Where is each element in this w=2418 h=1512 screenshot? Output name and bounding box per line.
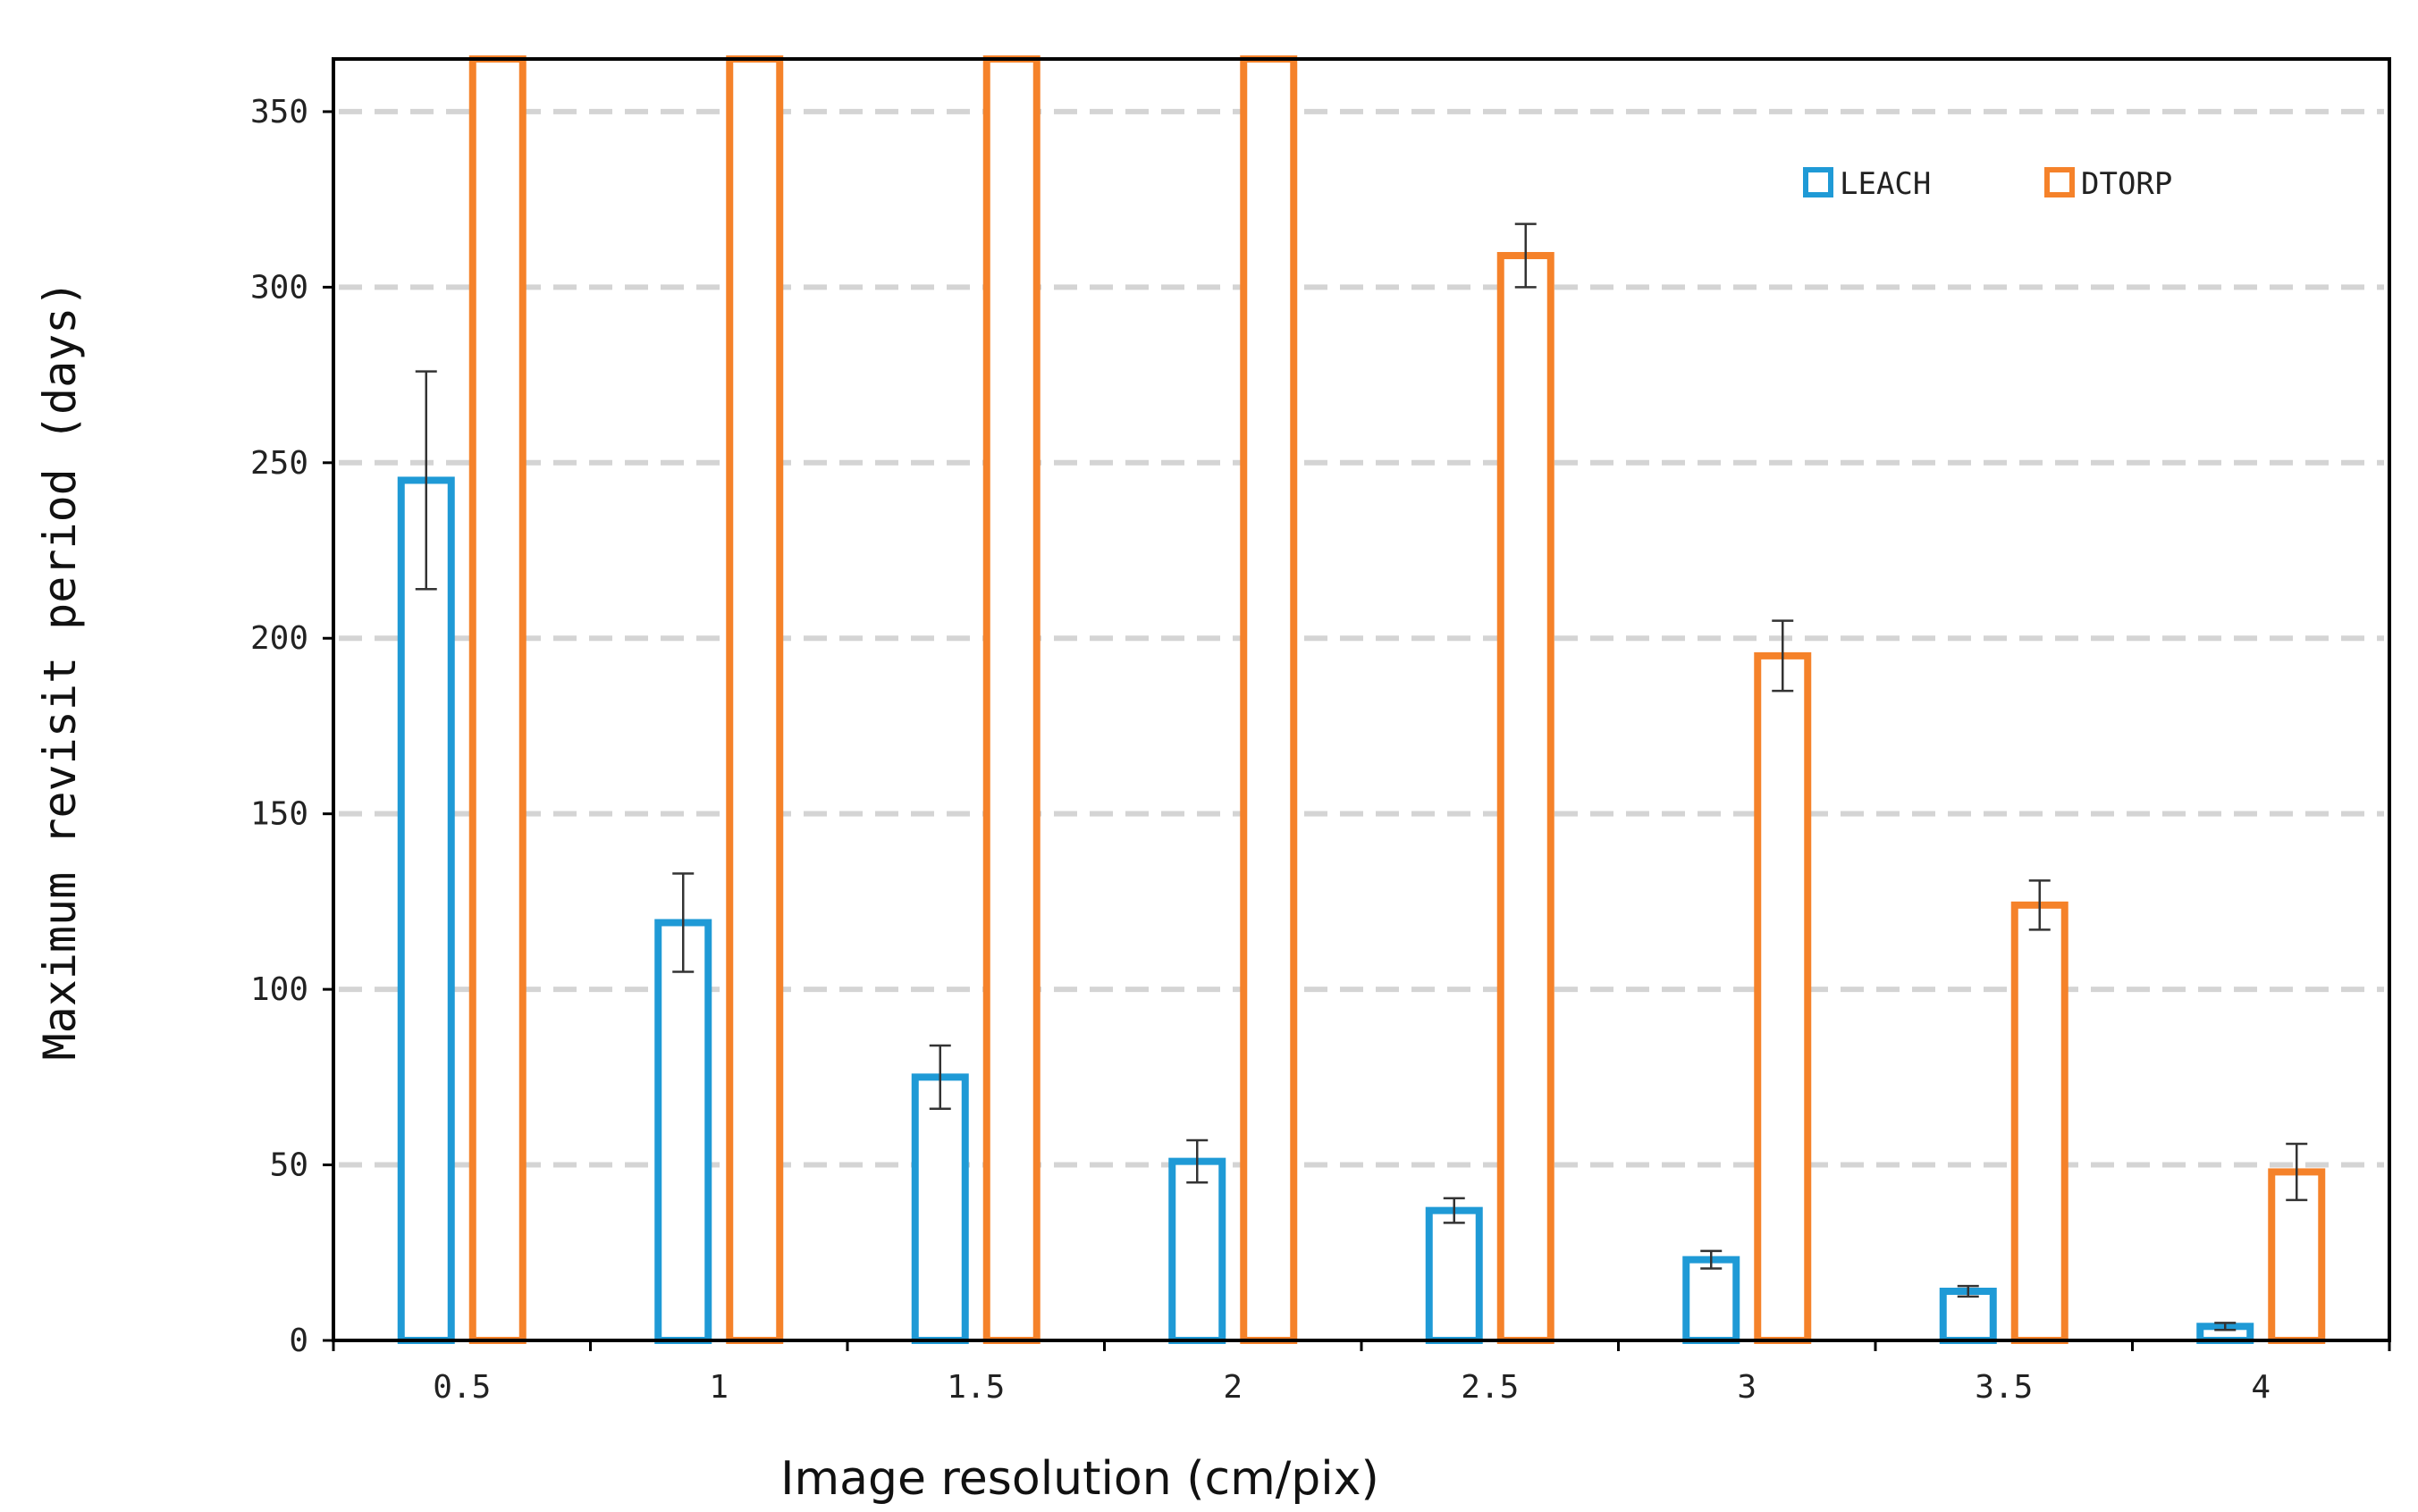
bar-dtorp-3.5 <box>2010 901 2068 1344</box>
x-axis-ticks: 0.5 1 1.5 2 2.5 3 3.5 4 <box>332 1340 2391 1406</box>
x-axis-title: Image resolution (cm/pix) <box>780 1452 1379 1506</box>
bar-dtorp-2.5 <box>1496 252 1554 1344</box>
y-tick-label: 50 <box>270 1147 308 1184</box>
bar-leach-2 <box>1168 1157 1226 1345</box>
legend: LEACH DTORP <box>1803 166 2172 202</box>
legend-label-leach: LEACH <box>1840 166 1931 202</box>
bar-leach-0.5 <box>397 476 455 1344</box>
y-tick-label: 250 <box>250 445 308 482</box>
plot-frame <box>332 57 2391 1342</box>
y-tick-label: 150 <box>250 796 308 833</box>
y-tick-label: 350 <box>250 94 308 130</box>
y-tick-label: 300 <box>250 269 308 306</box>
x-tick-label: 2.5 <box>1461 1369 1519 1406</box>
bar-leach-3 <box>1682 1256 1740 1344</box>
x-tick-label: 1.5 <box>947 1369 1005 1406</box>
bar-leach-1 <box>654 919 712 1344</box>
bar-dtorp-0.5 <box>468 55 527 1344</box>
legend-swatch-dtorp <box>2044 167 2075 197</box>
gridlines <box>339 108 2384 1168</box>
x-tick-label: 0.5 <box>433 1369 491 1406</box>
bar-dtorp-1.5 <box>982 55 1040 1344</box>
y-tick-label: 0 <box>289 1323 308 1359</box>
x-tick-label: 3.5 <box>1975 1369 2033 1406</box>
bar-dtorp-3 <box>1754 651 1812 1344</box>
x-tick-label: 1 <box>709 1369 729 1406</box>
x-tick-label: 2 <box>1223 1369 1243 1406</box>
bar-leach-2.5 <box>1425 1206 1483 1344</box>
y-axis-ticks: 0 50 100 150 200 250 300 350 <box>250 94 333 1359</box>
y-axis-title: Maximum revisit period (days) <box>34 281 86 1061</box>
bars <box>397 55 2326 1345</box>
bar-leach-3.5 <box>1939 1287 1997 1345</box>
bar-dtorp-2 <box>1240 55 1298 1344</box>
error-bars <box>415 223 2308 1331</box>
bar-leach-1.5 <box>911 1073 969 1344</box>
y-tick-label: 100 <box>250 971 308 1008</box>
y-tick-label: 200 <box>250 620 308 657</box>
legend-swatch-leach <box>1803 167 1833 197</box>
legend-label-dtorp: DTORP <box>2081 166 2172 202</box>
bar-dtorp-1 <box>726 55 784 1344</box>
x-tick-label: 3 <box>1737 1369 1757 1406</box>
x-tick-label: 4 <box>2251 1369 2271 1406</box>
